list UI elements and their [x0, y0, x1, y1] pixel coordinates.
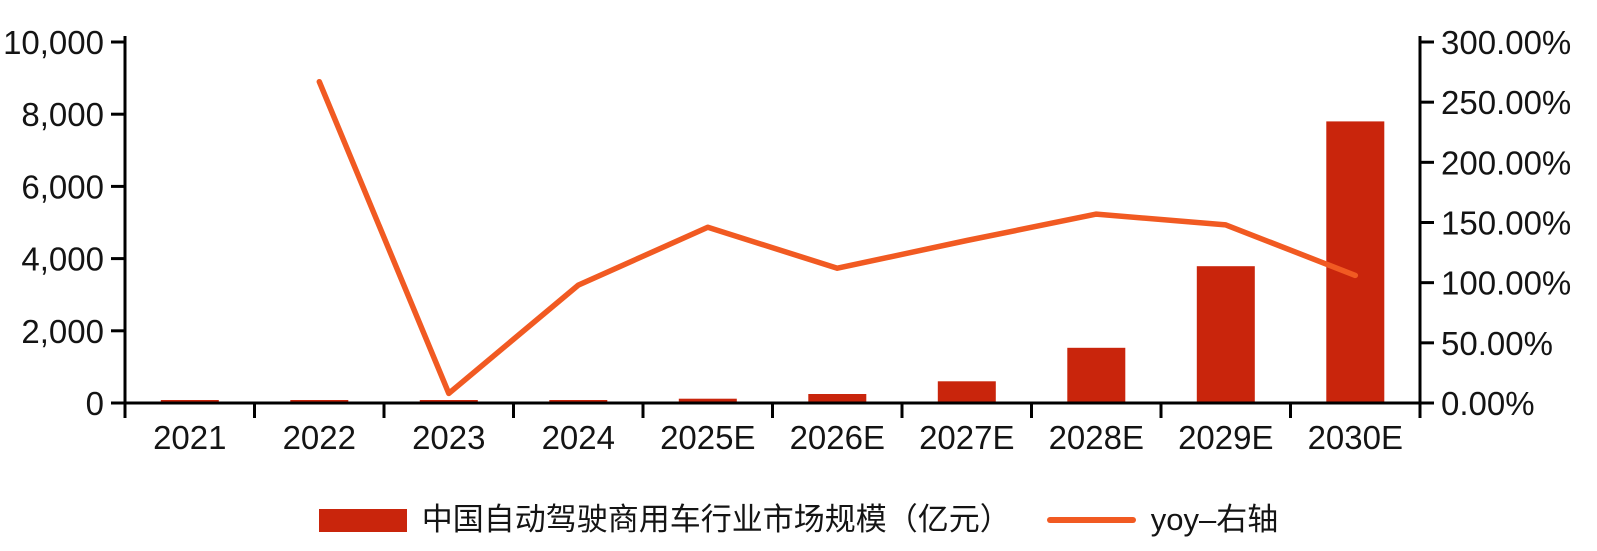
left-axis-tick-label: 10,000	[3, 24, 104, 61]
left-axis-tick-label: 0	[86, 385, 104, 422]
bar-series-swatch	[318, 508, 407, 532]
bar-2028E	[1067, 347, 1126, 403]
x-axis-category-label: 2026E	[790, 419, 885, 456]
right-axis-tick-label: 250.00%	[1441, 84, 1571, 121]
x-axis-category-label: 2029E	[1178, 419, 1273, 456]
legend-item-market-size: 中国自动驾驶商用车行业市场规模（亿元）	[318, 501, 1011, 540]
x-axis-category-label: 2024	[542, 419, 615, 456]
right-axis-tick-label: 50.00%	[1441, 325, 1553, 362]
line-series-label: yoy–右轴	[1150, 502, 1279, 537]
bar-series-label: 中国自动驾驶商用车行业市场规模（亿元）	[421, 502, 1011, 537]
line-series-swatch	[1046, 517, 1136, 524]
legend-item-yoy: yoy–右轴	[1046, 501, 1279, 540]
x-axis-category-label: 2021	[153, 419, 226, 456]
right-axis-tick-label: 0.00%	[1441, 385, 1535, 422]
left-axis-tick-label: 4,000	[21, 241, 104, 278]
right-axis-tick-label: 150.00%	[1441, 205, 1571, 242]
right-axis-tick-label: 300.00%	[1441, 24, 1571, 61]
bar-2030E	[1326, 121, 1385, 404]
right-axis-tick-label: 100.00%	[1441, 265, 1571, 302]
combo-chart: 0 2,000 4,000 6,000 8,000 10,000 0.00% 50.00% 10…	[3, 24, 1571, 456]
right-axis-tick-label: 200.00%	[1441, 144, 1571, 181]
x-axis-category-label: 2030E	[1308, 419, 1403, 456]
x-axis-category-label: 2025E	[660, 419, 755, 456]
bar-2027E	[937, 381, 996, 403]
x-axis-category-label: 2027E	[919, 419, 1014, 456]
x-axis-category-label: 2022	[283, 419, 356, 456]
left-axis-tick-label: 6,000	[21, 168, 104, 205]
x-axis-category-label: 2028E	[1049, 419, 1144, 456]
bar-2025E	[678, 398, 737, 403]
left-axis-tick-label: 8,000	[21, 96, 104, 133]
bar-2029E	[1196, 266, 1255, 403]
x-axis-category-label: 2023	[412, 419, 485, 456]
bar-2026E	[808, 394, 867, 403]
left-axis-tick-label: 2,000	[21, 313, 104, 350]
legend: 中国自动驾驶商用车行业市场规模（亿元） yoy–右轴	[0, 501, 1597, 540]
yoy-line	[316, 78, 1359, 397]
